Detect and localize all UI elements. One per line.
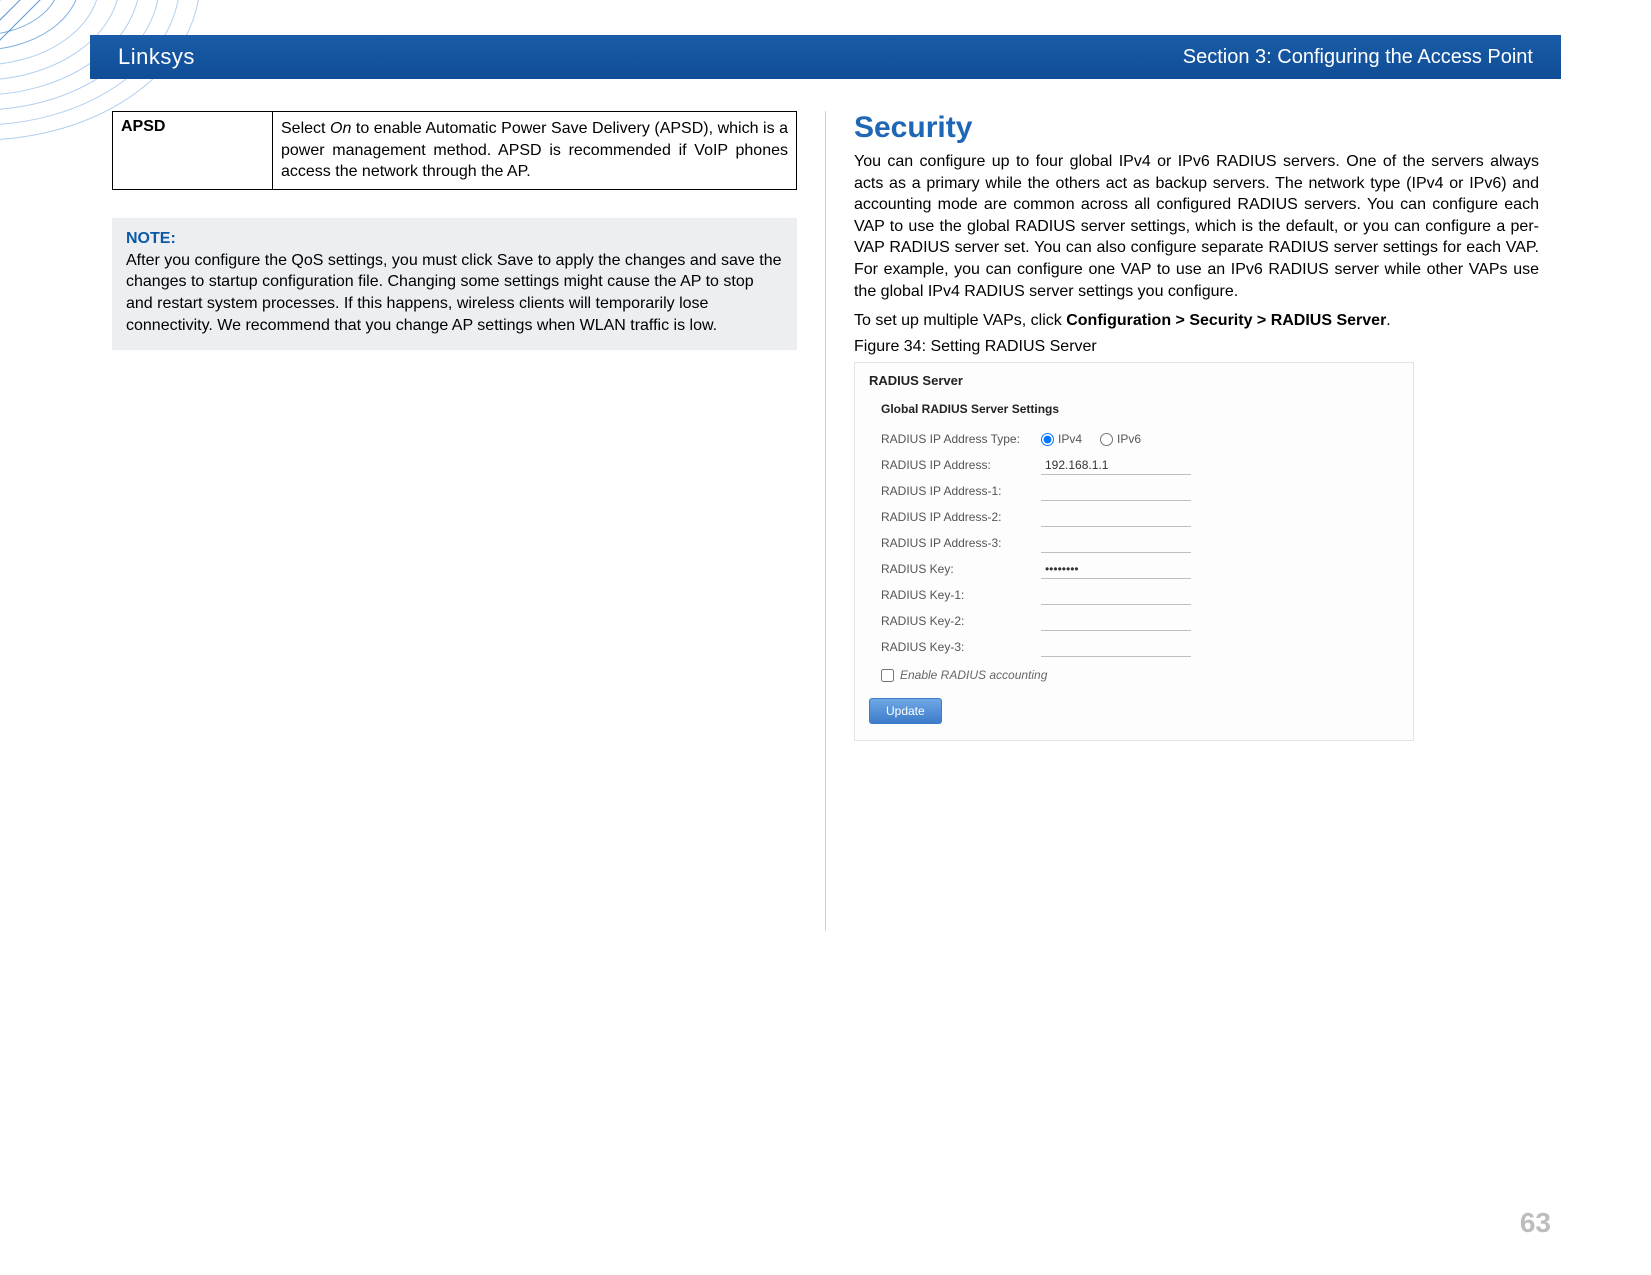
key3-label: RADIUS Key-3: <box>881 640 1041 654</box>
row-key: RADIUS Key: <box>881 556 1399 582</box>
section-label: Section 3: Configuring the Access Point <box>1183 46 1533 69</box>
address-label: RADIUS IP Address: <box>881 458 1041 472</box>
nav-prefix: To set up multiple VAPs, click <box>854 312 1066 329</box>
address-type-radios: IPv4 IPv6 <box>1041 432 1141 446</box>
apsd-label-cell: APSD <box>113 112 273 190</box>
row-address-2: RADIUS IP Address-2: <box>881 504 1399 530</box>
key2-input[interactable] <box>1041 612 1191 631</box>
group-title: Global RADIUS Server Settings <box>881 402 1399 416</box>
key-input[interactable] <box>1041 560 1191 579</box>
row-key-2: RADIUS Key-2: <box>881 608 1399 634</box>
apsd-desc-rest: to enable Automatic Power Save Delivery … <box>281 120 788 180</box>
update-button[interactable]: Update <box>869 698 942 724</box>
right-column: Security You can configure up to four gl… <box>832 111 1561 931</box>
page-number: 63 <box>1520 1207 1551 1239</box>
figure-caption: Figure 34: Setting RADIUS Server <box>854 338 1539 356</box>
security-heading: Security <box>854 111 1539 145</box>
accounting-label: Enable RADIUS accounting <box>900 668 1047 682</box>
address3-label: RADIUS IP Address-3: <box>881 536 1041 550</box>
row-address: RADIUS IP Address: <box>881 452 1399 478</box>
security-body: You can configure up to four global IPv4… <box>854 151 1539 302</box>
accounting-checkbox[interactable] <box>881 669 894 682</box>
key1-label: RADIUS Key-1: <box>881 588 1041 602</box>
apsd-desc-on: On <box>330 120 351 137</box>
radius-server-panel: RADIUS Server Global RADIUS Server Setti… <box>854 362 1414 741</box>
content-columns: APSD Select On to enable Automatic Power… <box>90 111 1561 931</box>
row-key-1: RADIUS Key-1: <box>881 582 1399 608</box>
row-address-1: RADIUS IP Address-1: <box>881 478 1399 504</box>
column-divider <box>825 111 826 931</box>
table-row: APSD Select On to enable Automatic Power… <box>113 112 797 190</box>
address-type-label: RADIUS IP Address Type: <box>881 432 1041 446</box>
row-accounting: Enable RADIUS accounting <box>881 668 1399 682</box>
page-header: Linksys Section 3: Configuring the Acces… <box>90 35 1561 79</box>
apsd-table: APSD Select On to enable Automatic Power… <box>112 111 797 190</box>
note-box: NOTE: After you configure the QoS settin… <box>112 218 797 350</box>
address2-input[interactable] <box>1041 508 1191 527</box>
key3-input[interactable] <box>1041 638 1191 657</box>
row-address-type: RADIUS IP Address Type: IPv4 IPv6 <box>881 426 1399 452</box>
brand-label: Linksys <box>118 44 195 70</box>
apsd-desc-prefix: Select <box>281 120 330 137</box>
left-column: APSD Select On to enable Automatic Power… <box>90 111 819 931</box>
document-page: Linksys Section 3: Configuring the Acces… <box>0 0 1651 1275</box>
ipv6-radio-label: IPv6 <box>1117 432 1141 446</box>
row-address-3: RADIUS IP Address-3: <box>881 530 1399 556</box>
address2-label: RADIUS IP Address-2: <box>881 510 1041 524</box>
panel-title: RADIUS Server <box>869 373 1399 388</box>
ipv6-radio[interactable] <box>1100 433 1113 446</box>
nav-instruction: To set up multiple VAPs, click Configura… <box>854 312 1539 330</box>
form-rows: RADIUS IP Address Type: IPv4 IPv6 <box>881 426 1399 660</box>
key2-label: RADIUS Key-2: <box>881 614 1041 628</box>
ipv4-radio-label: IPv4 <box>1058 432 1082 446</box>
apsd-desc-cell: Select On to enable Automatic Power Save… <box>273 112 797 190</box>
ipv4-radio-wrap[interactable]: IPv4 <box>1041 432 1082 446</box>
nav-path-bold: Configuration > Security > RADIUS Server <box>1066 312 1386 329</box>
address3-input[interactable] <box>1041 534 1191 553</box>
address1-label: RADIUS IP Address-1: <box>881 484 1041 498</box>
note-title: NOTE: <box>126 230 783 248</box>
note-body: After you configure the QoS settings, yo… <box>126 250 783 336</box>
address1-input[interactable] <box>1041 482 1191 501</box>
address-input[interactable] <box>1041 456 1191 475</box>
nav-suffix: . <box>1386 312 1390 329</box>
button-row: Update <box>869 698 1399 724</box>
key1-input[interactable] <box>1041 586 1191 605</box>
ipv4-radio[interactable] <box>1041 433 1054 446</box>
ipv6-radio-wrap[interactable]: IPv6 <box>1100 432 1141 446</box>
key-label: RADIUS Key: <box>881 562 1041 576</box>
row-key-3: RADIUS Key-3: <box>881 634 1399 660</box>
